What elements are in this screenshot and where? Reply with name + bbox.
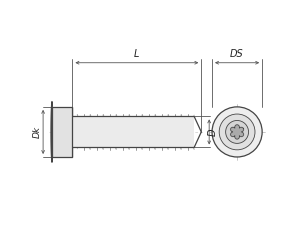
- Text: D: D: [208, 128, 218, 136]
- Text: L: L: [134, 49, 140, 59]
- Polygon shape: [231, 125, 244, 139]
- Text: DS: DS: [230, 49, 244, 59]
- Text: Dk: Dk: [33, 126, 42, 138]
- Circle shape: [212, 107, 262, 157]
- Circle shape: [226, 120, 248, 143]
- FancyBboxPatch shape: [52, 107, 73, 157]
- Polygon shape: [51, 102, 52, 162]
- Bar: [73, 116, 194, 147]
- Circle shape: [219, 114, 255, 150]
